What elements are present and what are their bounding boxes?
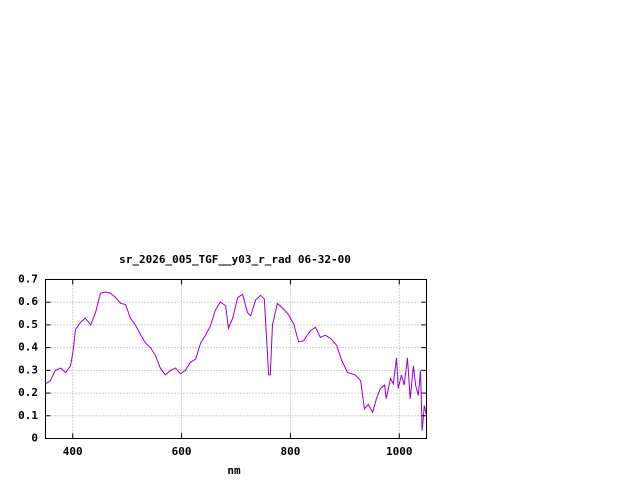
chart-title: sr_2026_005_TGF__y03_r_rad 06-32-00 [119, 253, 351, 266]
y-tick-label: 0 [31, 432, 38, 445]
y-tick-label: 0.2 [18, 386, 38, 399]
x-tick-label: 800 [280, 445, 300, 458]
plot-area [45, 291, 427, 431]
y-tick-label: 0.7 [18, 273, 38, 286]
plot-border [45, 279, 427, 439]
x-tick-label: 1000 [386, 445, 413, 458]
x-tick-label: 400 [63, 445, 83, 458]
y-tick-label: 0.5 [18, 318, 38, 331]
y-tick-label: 0.4 [18, 341, 38, 354]
y-tick-label: 0.3 [18, 363, 38, 376]
x-tick-label: 600 [172, 445, 192, 458]
y-tick-label: 0.1 [18, 409, 38, 422]
x-axis-label: nm [227, 464, 241, 477]
data-line [45, 291, 427, 431]
y-tick-label: 0.6 [18, 295, 38, 308]
